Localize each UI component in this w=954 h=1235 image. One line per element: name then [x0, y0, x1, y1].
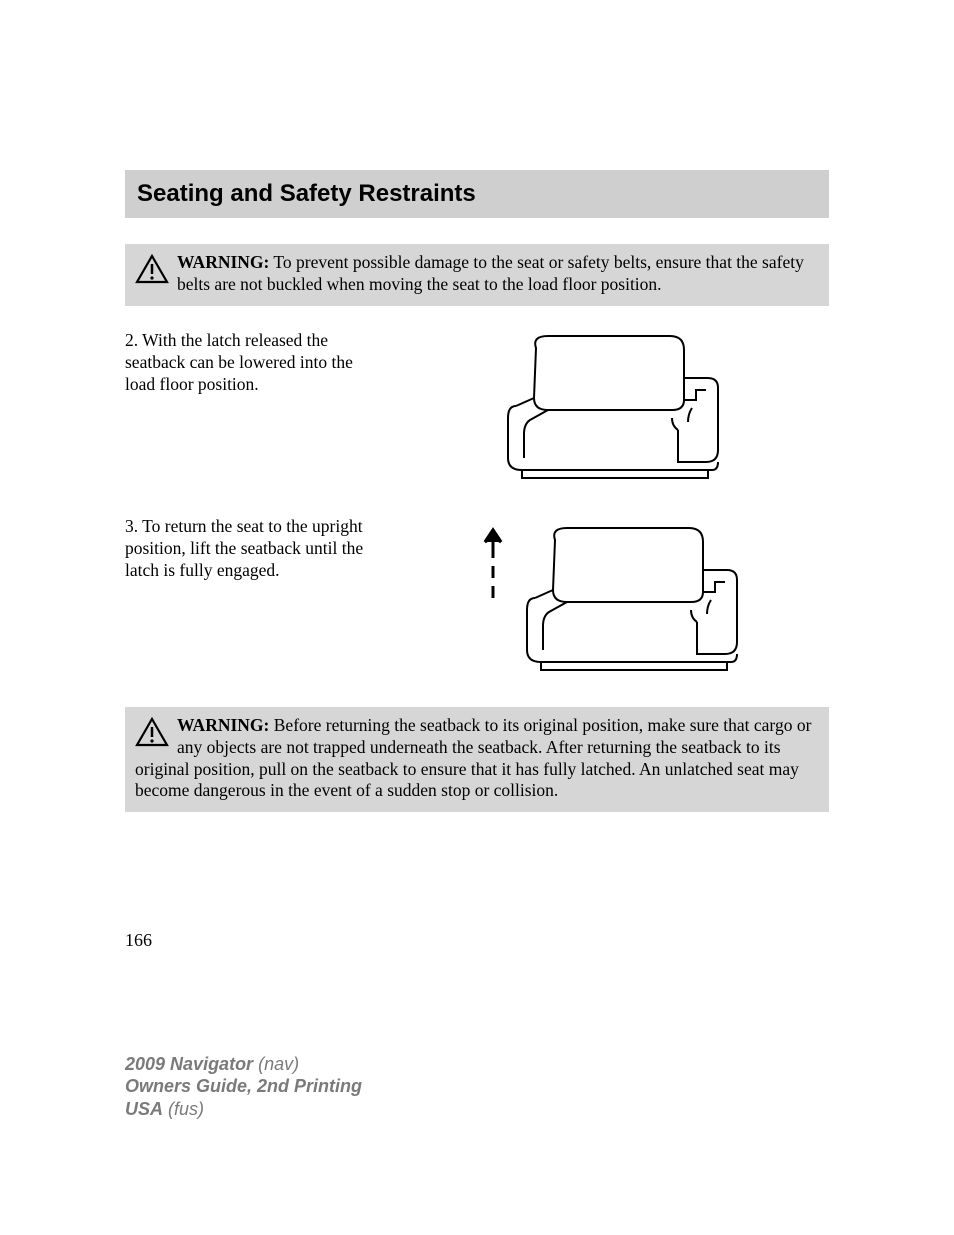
- section-title-bar: Seating and Safety Restraints: [125, 170, 829, 218]
- warning-triangle-icon: [135, 254, 169, 289]
- warning-1-body: To prevent possible damage to the seat o…: [177, 252, 804, 294]
- footer-model-code: (nav): [253, 1054, 299, 1074]
- page-number: 166: [125, 930, 152, 951]
- footer: 2009 Navigator (nav) Owners Guide, 2nd P…: [125, 1053, 362, 1121]
- page: Seating and Safety Restraints WARNING: T…: [0, 0, 954, 1235]
- warning-1-label: WARNING:: [177, 252, 269, 272]
- step-3-text: 3. To return the seat to the upright pos…: [125, 516, 395, 582]
- step-3: 3. To return the seat to the upright pos…: [125, 516, 829, 681]
- warning-2-label: WARNING:: [177, 715, 269, 735]
- footer-line-3: USA (fus): [125, 1098, 362, 1121]
- footer-line-1: 2009 Navigator (nav): [125, 1053, 362, 1076]
- seat-folded-icon: [482, 330, 742, 485]
- warning-triangle-icon: [135, 717, 169, 752]
- footer-line-2: Owners Guide, 2nd Printing: [125, 1075, 362, 1098]
- seat-lift-icon: [467, 516, 757, 681]
- warning-box-2: WARNING: Before returning the seatback t…: [125, 707, 829, 813]
- step-2-figure: [395, 330, 829, 485]
- step-2: 2. With the latch released the seatback …: [125, 330, 829, 490]
- warning-2-text: WARNING: Before returning the seatback t…: [135, 715, 811, 801]
- footer-guide: Owners Guide, 2nd Printing: [125, 1076, 362, 1096]
- warning-box-1: WARNING: To prevent possible damage to t…: [125, 244, 829, 306]
- footer-model: 2009 Navigator: [125, 1054, 253, 1074]
- section-title: Seating and Safety Restraints: [137, 180, 817, 208]
- footer-region-code: (fus): [163, 1099, 204, 1119]
- step-2-text: 2. With the latch released the seatback …: [125, 330, 395, 396]
- footer-region: USA: [125, 1099, 163, 1119]
- step-3-figure: [395, 516, 829, 681]
- warning-1-text: WARNING: To prevent possible damage to t…: [177, 252, 804, 294]
